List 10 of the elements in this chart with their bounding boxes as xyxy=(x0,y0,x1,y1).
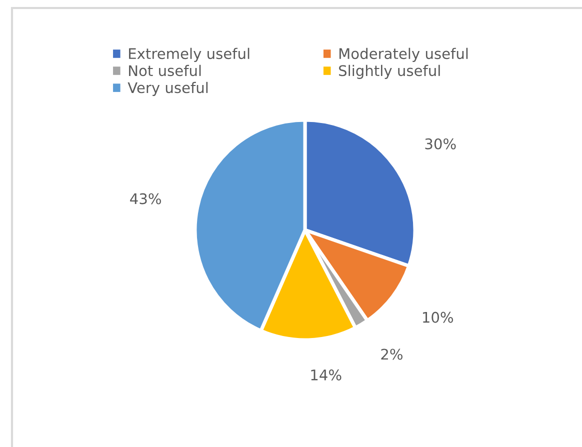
data-label: 10% xyxy=(423,312,454,323)
legend-label: Very useful xyxy=(128,82,208,96)
data-label: 2% xyxy=(381,348,402,360)
legend-label: Extremely useful xyxy=(129,48,250,62)
legend-label: Moderately useful xyxy=(339,48,468,62)
data-label: 43% xyxy=(130,193,161,204)
legend-label: Slightly useful xyxy=(339,64,440,79)
data-label: 30% xyxy=(425,138,456,150)
legend-label: Not useful xyxy=(129,64,201,76)
data-label: 14% xyxy=(311,369,342,380)
